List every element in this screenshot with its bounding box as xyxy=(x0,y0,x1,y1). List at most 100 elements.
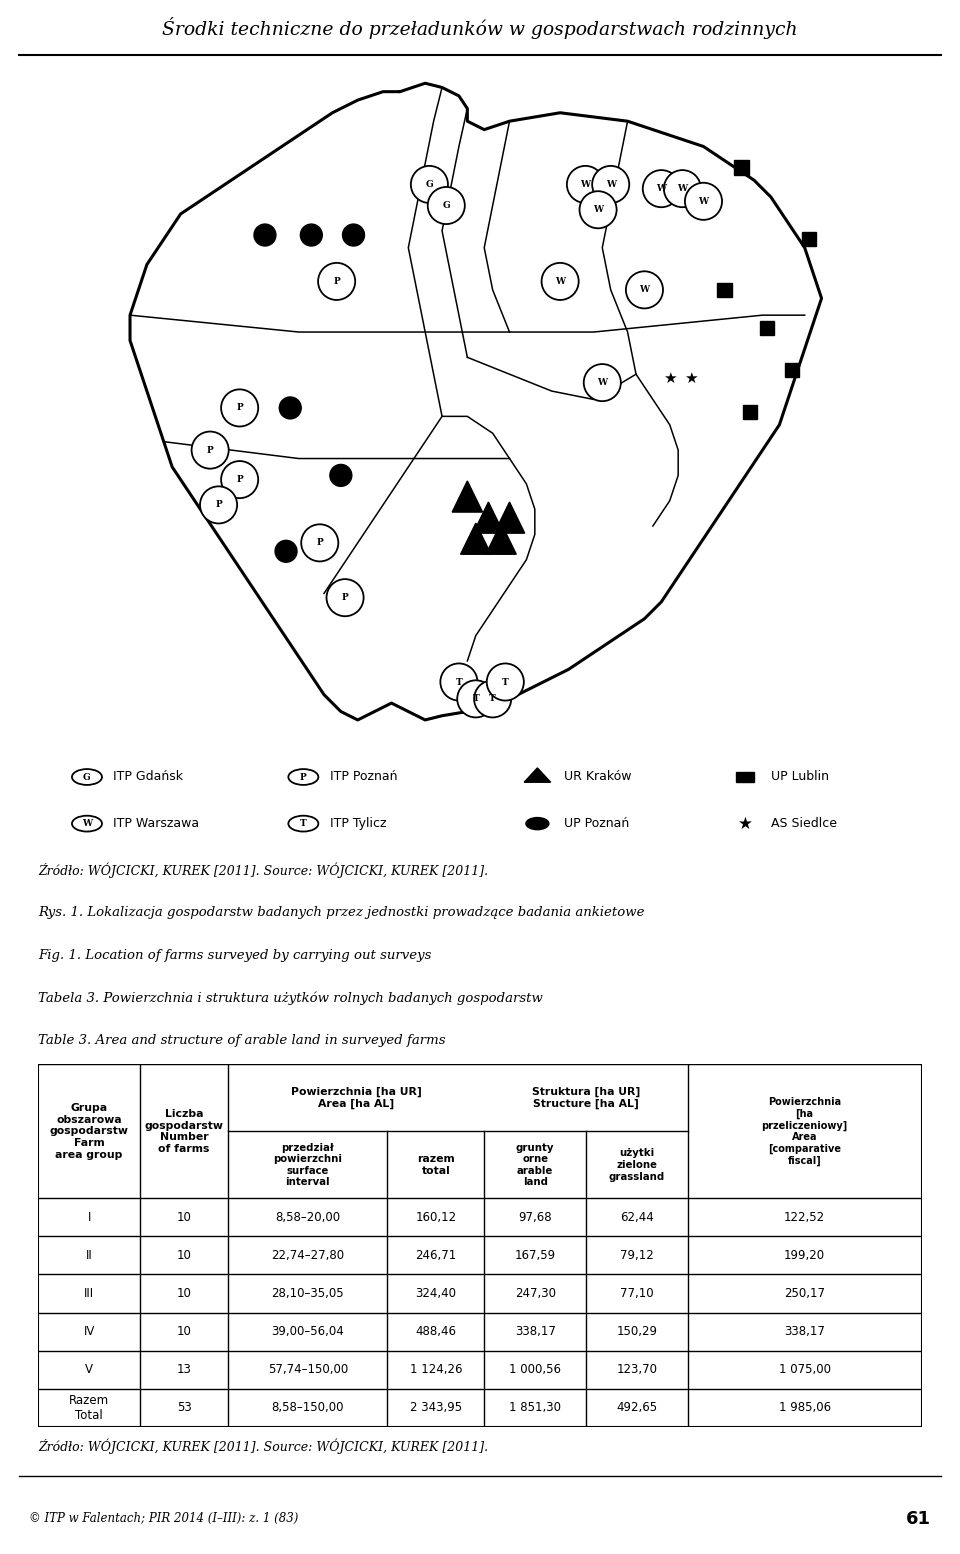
Text: W: W xyxy=(699,197,708,205)
Circle shape xyxy=(411,166,448,204)
Text: W: W xyxy=(597,378,608,387)
Circle shape xyxy=(474,681,512,718)
Text: 150,29: 150,29 xyxy=(616,1326,658,1338)
Text: Fig. 1. Location of farms surveyed by carrying out surveys: Fig. 1. Location of farms surveyed by ca… xyxy=(38,949,432,962)
Bar xyxy=(734,160,749,174)
Text: 62,44: 62,44 xyxy=(620,1211,654,1225)
Text: 199,20: 199,20 xyxy=(784,1249,826,1262)
Circle shape xyxy=(318,263,355,300)
Circle shape xyxy=(300,224,323,246)
Text: W: W xyxy=(606,180,615,190)
Text: T: T xyxy=(472,695,479,704)
Text: © ITP w Falentach; PIR 2014 (I–III): z. 1 (83): © ITP w Falentach; PIR 2014 (I–III): z. … xyxy=(29,1512,299,1524)
Text: 338,17: 338,17 xyxy=(784,1326,825,1338)
Text: T: T xyxy=(502,678,509,687)
Text: UR Kraków: UR Kraków xyxy=(564,771,632,783)
Text: III: III xyxy=(84,1287,94,1301)
Text: 1 985,06: 1 985,06 xyxy=(779,1402,830,1414)
Circle shape xyxy=(72,816,102,831)
Text: P: P xyxy=(236,404,243,412)
Text: ITP Warszawa: ITP Warszawa xyxy=(113,817,200,830)
Circle shape xyxy=(288,769,319,785)
Text: G: G xyxy=(425,180,433,190)
Circle shape xyxy=(643,169,680,207)
Bar xyxy=(736,772,754,782)
Circle shape xyxy=(584,364,621,401)
Circle shape xyxy=(221,462,258,499)
Text: razem
total: razem total xyxy=(417,1155,455,1176)
Text: 160,12: 160,12 xyxy=(416,1211,456,1225)
Text: 250,17: 250,17 xyxy=(784,1287,825,1301)
Text: Źródło: WÓJCICKI, KUREK [2011]. Source: WÓJCICKI, KUREK [2011].: Źródło: WÓJCICKI, KUREK [2011]. Source: … xyxy=(38,1439,489,1453)
Text: P: P xyxy=(206,446,213,455)
Text: 28,10–35,05: 28,10–35,05 xyxy=(272,1287,344,1301)
Text: 22,74–27,80: 22,74–27,80 xyxy=(272,1249,345,1262)
Text: P: P xyxy=(317,538,324,547)
Text: Rys. 1. Lokalizacja gospodarstw badanych przez jednostki prowadzące badania anki: Rys. 1. Lokalizacja gospodarstw badanych… xyxy=(38,906,645,920)
Circle shape xyxy=(279,396,301,420)
Circle shape xyxy=(343,224,365,246)
Polygon shape xyxy=(461,524,491,555)
Circle shape xyxy=(684,183,722,219)
Polygon shape xyxy=(494,502,525,533)
Text: 10: 10 xyxy=(177,1211,192,1225)
Text: 122,52: 122,52 xyxy=(784,1211,826,1225)
Circle shape xyxy=(330,465,351,486)
Text: 338,17: 338,17 xyxy=(515,1326,556,1338)
Text: 488,46: 488,46 xyxy=(416,1326,456,1338)
Text: 57,74–150,00: 57,74–150,00 xyxy=(268,1363,348,1375)
Text: IV: IV xyxy=(84,1326,95,1338)
Circle shape xyxy=(326,580,364,617)
Text: ITP Poznań: ITP Poznań xyxy=(330,771,397,783)
Polygon shape xyxy=(473,502,504,533)
Text: 77,10: 77,10 xyxy=(620,1287,654,1301)
Text: ITP Gdańsk: ITP Gdańsk xyxy=(113,771,183,783)
Text: P: P xyxy=(300,772,307,782)
Bar xyxy=(785,362,800,378)
Circle shape xyxy=(664,169,701,207)
Circle shape xyxy=(72,769,102,785)
Circle shape xyxy=(301,524,338,561)
Text: 1 000,56: 1 000,56 xyxy=(509,1363,562,1375)
Text: Grupa
obszarowa
gospodarstw
Farm
area group: Grupa obszarowa gospodarstw Farm area gr… xyxy=(50,1103,129,1159)
Circle shape xyxy=(428,186,465,224)
Text: G: G xyxy=(443,200,450,210)
Text: Źródło: WÓJCICKI, KUREK [2011]. Source: WÓJCICKI, KUREK [2011].: Źródło: WÓJCICKI, KUREK [2011]. Source: … xyxy=(38,862,489,878)
Circle shape xyxy=(592,166,629,204)
Text: 10: 10 xyxy=(177,1287,192,1301)
Text: 61: 61 xyxy=(906,1509,931,1528)
Text: 8,58–150,00: 8,58–150,00 xyxy=(272,1402,344,1414)
Text: Liczba
gospodarstw
Number
of farms: Liczba gospodarstw Number of farms xyxy=(145,1110,224,1155)
Polygon shape xyxy=(524,768,551,782)
Text: grunty
orne
arable
land: grunty orne arable land xyxy=(516,1142,555,1187)
Text: 1 851,30: 1 851,30 xyxy=(509,1402,562,1414)
Text: Powierzchnia [ha UR]
Area [ha AL]: Powierzchnia [ha UR] Area [ha AL] xyxy=(291,1086,421,1110)
Circle shape xyxy=(254,224,276,246)
Text: 123,70: 123,70 xyxy=(616,1363,658,1375)
Circle shape xyxy=(526,817,549,830)
Text: 1 075,00: 1 075,00 xyxy=(779,1363,830,1375)
Circle shape xyxy=(487,664,524,701)
Text: 1 124,26: 1 124,26 xyxy=(410,1363,462,1375)
Bar xyxy=(743,406,757,420)
Text: T: T xyxy=(490,695,496,704)
Text: T: T xyxy=(456,678,463,687)
Text: Struktura [ha UR]
Structure [ha AL]: Struktura [ha UR] Structure [ha AL] xyxy=(532,1086,640,1110)
Polygon shape xyxy=(486,524,516,555)
Circle shape xyxy=(626,272,663,308)
Text: W: W xyxy=(593,205,603,214)
Text: V: V xyxy=(85,1363,93,1375)
Text: ★: ★ xyxy=(737,814,753,833)
Text: 39,00–56,04: 39,00–56,04 xyxy=(272,1326,344,1338)
Text: 247,30: 247,30 xyxy=(515,1287,556,1301)
Text: Powierzchnia
[ha
przeliczeniowy]
Area
[comparative
fiscal]: Powierzchnia [ha przeliczeniowy] Area [c… xyxy=(761,1097,848,1166)
Polygon shape xyxy=(452,480,483,513)
Text: użytki
zielone
grassland: użytki zielone grassland xyxy=(609,1148,665,1181)
Text: P: P xyxy=(215,500,222,510)
Text: P: P xyxy=(333,277,340,286)
Text: 167,59: 167,59 xyxy=(515,1249,556,1262)
Text: W: W xyxy=(639,286,650,294)
Text: 324,40: 324,40 xyxy=(416,1287,456,1301)
Text: 2 343,95: 2 343,95 xyxy=(410,1402,462,1414)
Text: UP Lublin: UP Lublin xyxy=(772,771,829,783)
